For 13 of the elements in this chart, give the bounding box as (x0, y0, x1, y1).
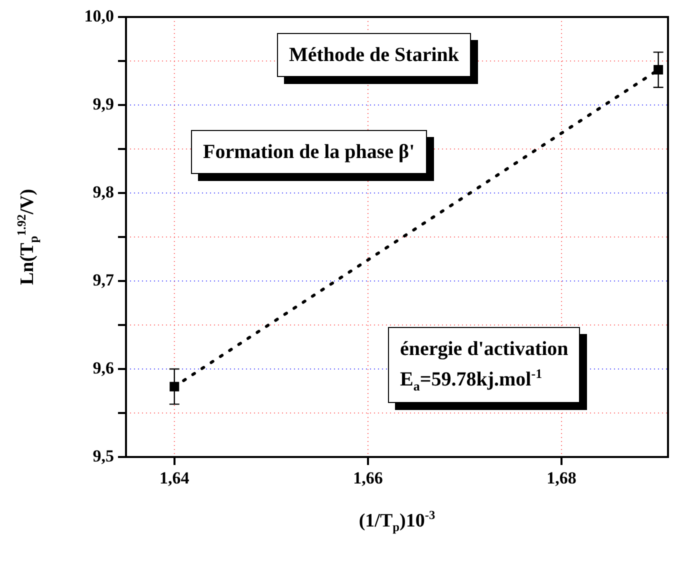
x-tick-label: 1,64 (160, 468, 190, 488)
y-tick-label: 9,9 (92, 94, 114, 114)
x-tick-label: 1,68 (546, 468, 576, 488)
y-tick-label: 9,6 (92, 358, 114, 378)
y-tick-label: 9,8 (92, 182, 114, 202)
y-tick-label: 9,7 (92, 270, 114, 290)
annotation: Méthode de Starink (277, 33, 471, 77)
annotation: Formation de la phase β' (191, 130, 427, 174)
x-tick-label: 1,66 (353, 468, 383, 488)
x-axis-title: (1/T$_{p}$)10$^{-3}$ (358, 508, 436, 536)
y-tick-label: 9,5 (92, 446, 114, 466)
annotation: énergie d'activation E$_{a}$=59.78kj.mol$^{-1}$ (388, 327, 580, 404)
y-tick-label: 10,0 (84, 6, 114, 26)
